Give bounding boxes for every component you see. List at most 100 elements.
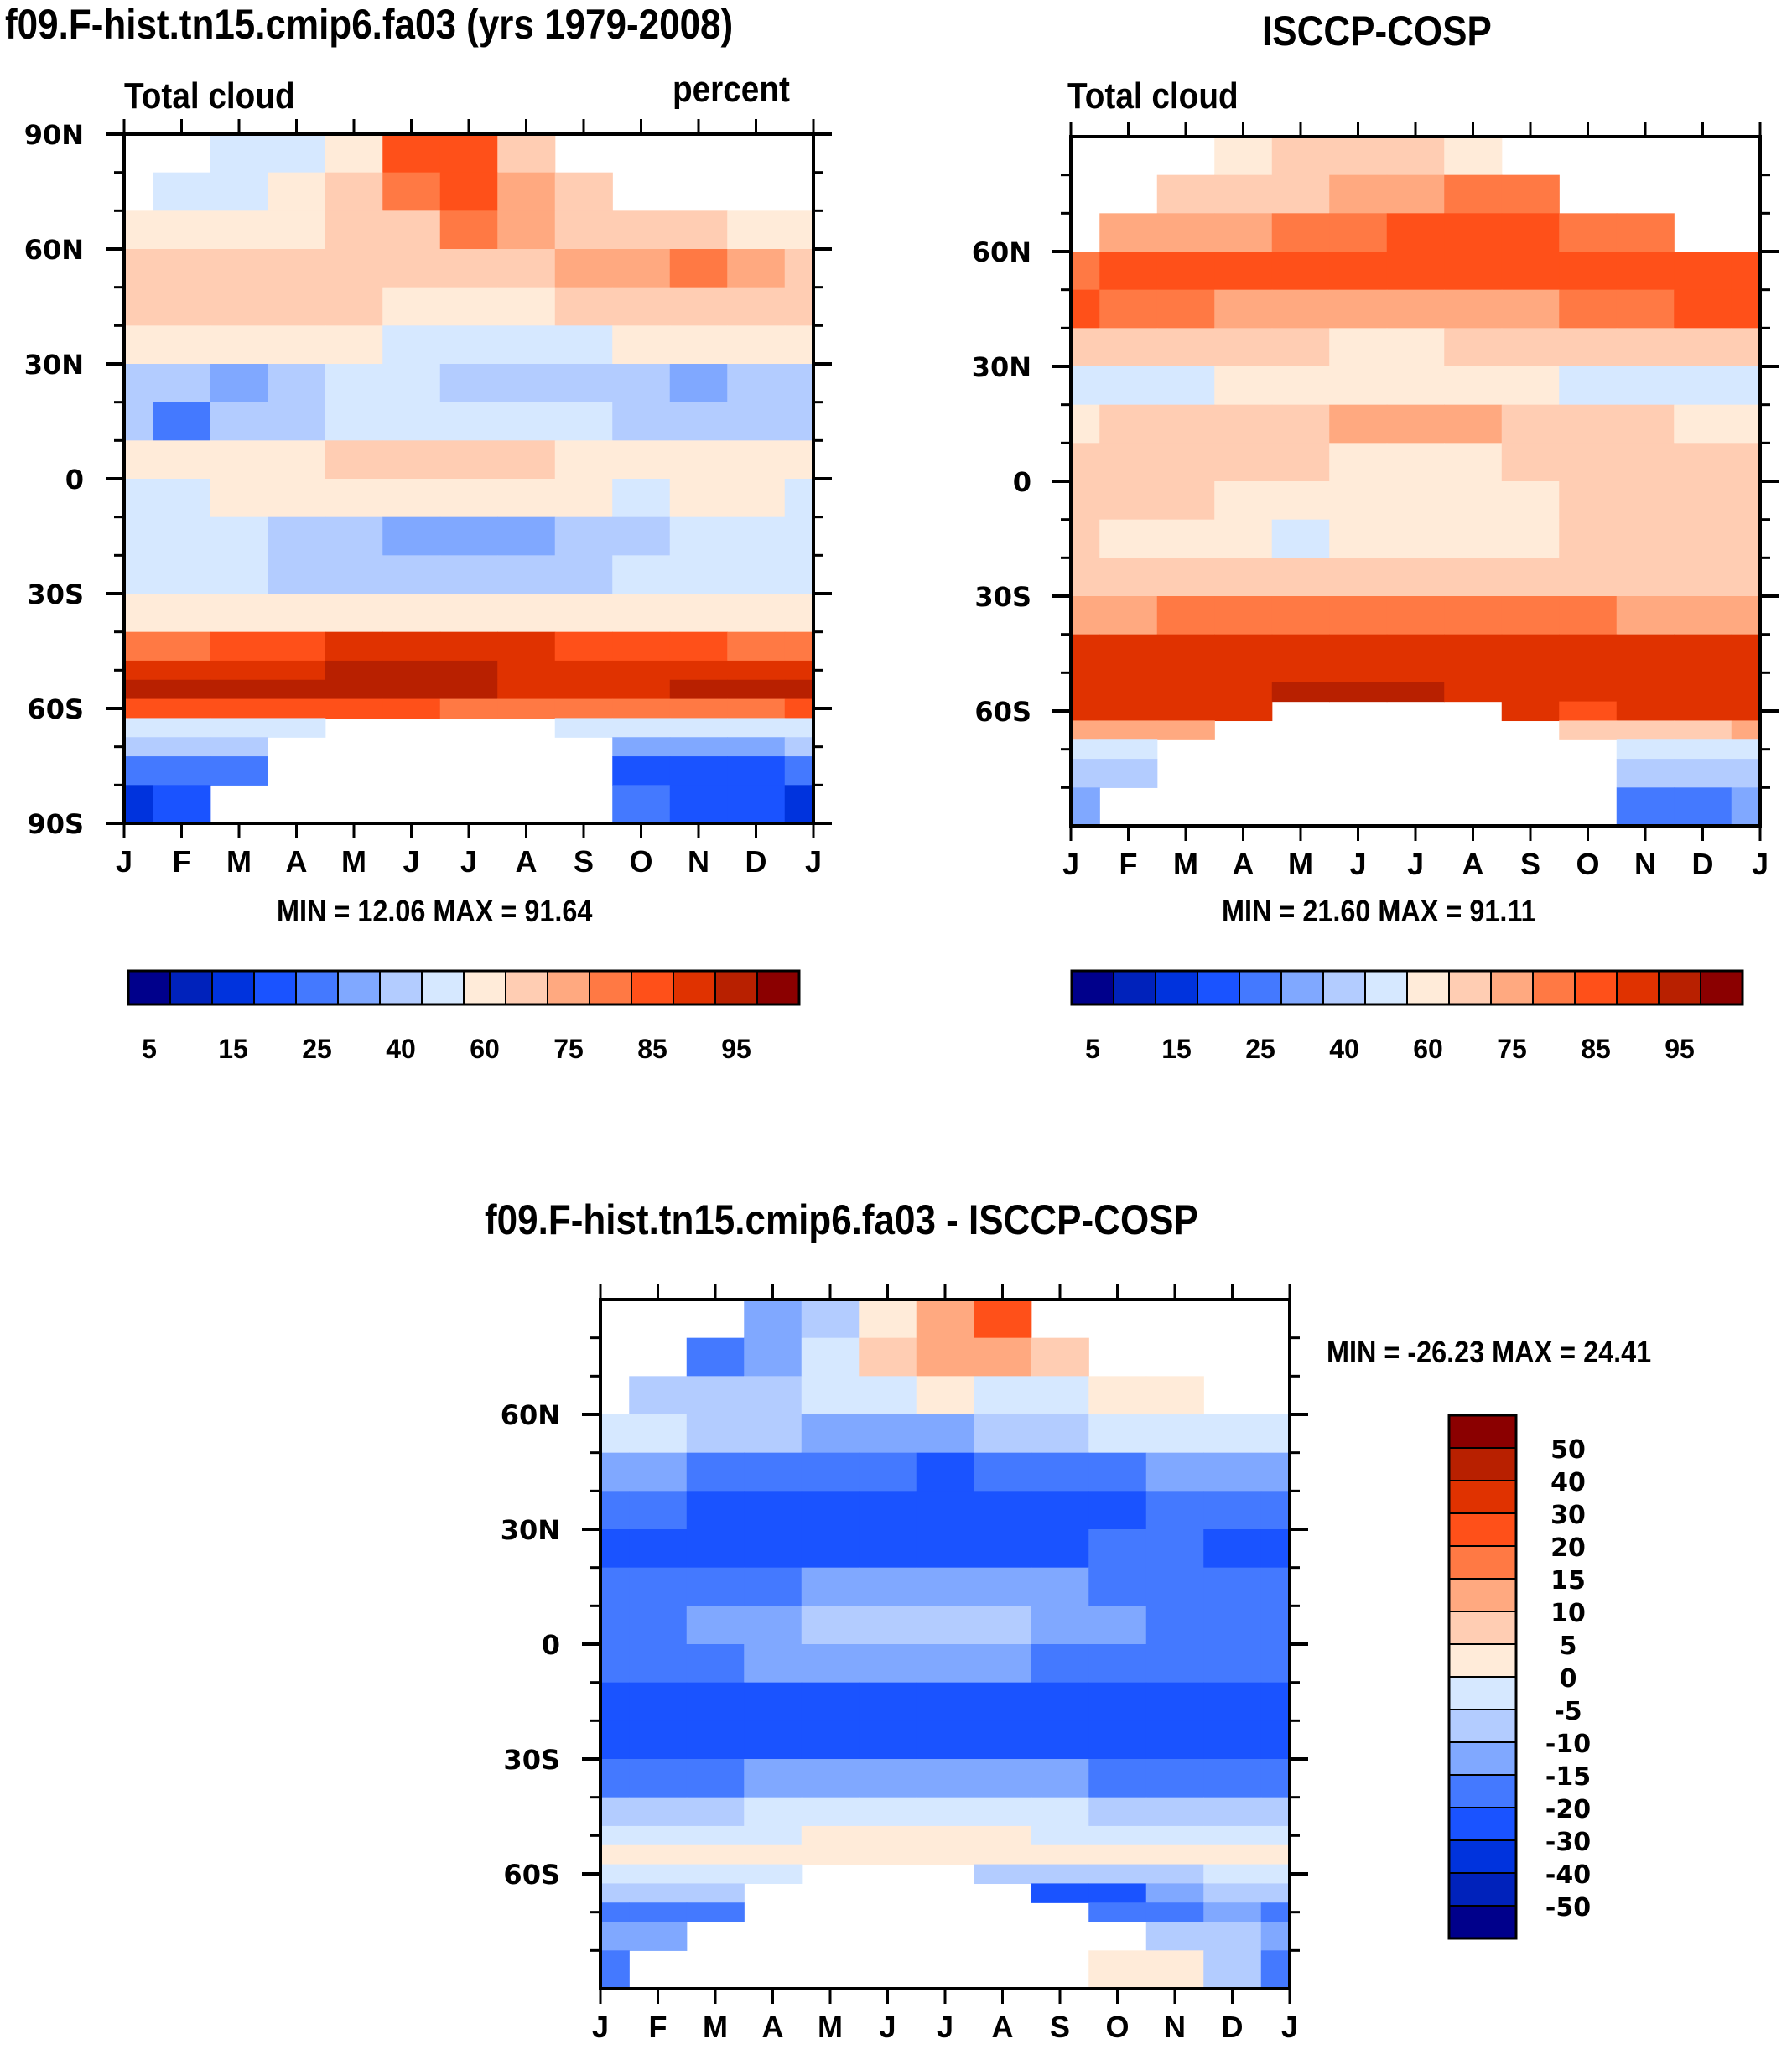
contour-cell bbox=[612, 440, 671, 480]
contour-cell bbox=[210, 172, 268, 211]
contour-cell bbox=[1559, 720, 1618, 740]
contour-cell bbox=[1099, 558, 1158, 597]
x-tick-label: N bbox=[1164, 2010, 1186, 2044]
contour-cell bbox=[669, 679, 728, 700]
contour-cell bbox=[1386, 289, 1445, 329]
contour-cell bbox=[1444, 662, 1503, 683]
contour-cell bbox=[686, 1797, 745, 1827]
contour-cell bbox=[1559, 252, 1618, 291]
contour-cell bbox=[1156, 213, 1215, 252]
contour-cell bbox=[1099, 252, 1158, 291]
contour-cell bbox=[727, 555, 786, 594]
contour-cell bbox=[1271, 328, 1330, 367]
contour-cell bbox=[974, 1797, 1032, 1827]
contour-cell bbox=[124, 364, 153, 403]
contour-cell bbox=[686, 1644, 745, 1684]
contour-cell bbox=[1271, 558, 1330, 597]
contour-cell bbox=[629, 1376, 688, 1415]
contour-cell bbox=[325, 287, 383, 326]
contour-cell bbox=[1616, 519, 1675, 558]
contour-cell bbox=[1260, 1864, 1291, 1885]
contour-cell bbox=[1031, 1452, 1089, 1492]
contour-cell bbox=[727, 440, 786, 480]
contour-cell bbox=[439, 325, 498, 365]
contour-cell bbox=[727, 249, 786, 288]
contour-cell bbox=[629, 1902, 688, 1922]
contour-cell bbox=[1674, 759, 1732, 788]
y-tick-label: 30S bbox=[503, 1744, 560, 1776]
contour-cell bbox=[686, 1844, 745, 1865]
contour-cell bbox=[629, 1825, 688, 1846]
contour-cell bbox=[1501, 252, 1560, 291]
contour-cell bbox=[784, 785, 814, 824]
contour-cell bbox=[1088, 1825, 1147, 1846]
contour-cell bbox=[439, 172, 498, 211]
colorbar-swatch bbox=[547, 970, 590, 1005]
contour-cell bbox=[1214, 252, 1273, 291]
contour-cell bbox=[1616, 596, 1675, 636]
x-tick-label: D bbox=[1222, 2010, 1244, 2044]
contour-cell bbox=[1616, 328, 1675, 367]
contour-cell bbox=[554, 287, 613, 326]
contour-cell bbox=[497, 679, 556, 700]
contour-cell bbox=[669, 737, 728, 757]
x-tick-label: M bbox=[818, 2010, 843, 2044]
contour-cell bbox=[859, 1300, 917, 1339]
x-tick-label: J bbox=[460, 844, 477, 879]
contour-cell bbox=[1031, 1720, 1089, 1760]
contour-cell bbox=[1214, 404, 1273, 444]
contour-cell bbox=[210, 756, 268, 786]
contour-cell bbox=[1501, 596, 1560, 636]
contour-cell bbox=[153, 516, 211, 556]
contour-cell bbox=[1099, 366, 1158, 406]
contour-cell bbox=[1731, 481, 1761, 521]
contour-cell bbox=[1156, 662, 1215, 683]
contour-cell bbox=[974, 1606, 1032, 1645]
contour-cell bbox=[439, 210, 498, 250]
contour-cell bbox=[1156, 366, 1215, 406]
contour-cell bbox=[1444, 252, 1503, 291]
contour-cell bbox=[916, 1491, 974, 1530]
contour-cell bbox=[554, 210, 613, 250]
contour-cell bbox=[1559, 328, 1618, 367]
contour-cell bbox=[1616, 558, 1675, 597]
contour-cell bbox=[612, 679, 671, 700]
contour-cell bbox=[612, 660, 671, 681]
contour-fill-layer bbox=[124, 134, 814, 824]
contour-cell bbox=[916, 1720, 974, 1760]
contour-cell bbox=[210, 718, 268, 738]
contour-cell bbox=[916, 1825, 974, 1846]
colorbar-swatch bbox=[463, 970, 506, 1005]
x-tick-label: M bbox=[1288, 847, 1313, 881]
contour-cell bbox=[1099, 720, 1158, 740]
contour-cell bbox=[686, 1759, 745, 1798]
contour-cell bbox=[1501, 443, 1560, 482]
contour-cell bbox=[859, 1759, 917, 1798]
contour-cell bbox=[268, 134, 326, 174]
contour-cell bbox=[1260, 1797, 1291, 1827]
contour-cell bbox=[1145, 1922, 1204, 1951]
contour-cell bbox=[210, 737, 268, 757]
contour-cell bbox=[497, 594, 556, 633]
contour-cell bbox=[612, 249, 671, 288]
contour-cell bbox=[916, 1300, 974, 1339]
contour-cell bbox=[439, 287, 498, 326]
colorbar-label: 5 bbox=[1085, 1034, 1100, 1064]
contour-cell bbox=[382, 249, 441, 288]
contour-cell bbox=[325, 698, 383, 719]
contour-cell bbox=[600, 1883, 630, 1903]
contour-cell bbox=[801, 1644, 860, 1684]
contour-cell bbox=[1071, 662, 1100, 683]
contour-cell bbox=[1386, 213, 1445, 252]
contour-cell bbox=[497, 660, 556, 681]
contour-cell bbox=[1444, 634, 1503, 664]
contour-cell bbox=[1559, 213, 1618, 252]
contour-cell bbox=[554, 516, 613, 556]
colorbar-swatch bbox=[505, 970, 548, 1005]
contour-cell bbox=[1156, 481, 1215, 521]
contour-cell bbox=[1156, 328, 1215, 367]
contour-cell bbox=[1271, 289, 1330, 329]
contour-cell bbox=[497, 402, 556, 441]
contour-cell bbox=[1501, 701, 1560, 722]
colorbar-swatch bbox=[714, 970, 758, 1005]
